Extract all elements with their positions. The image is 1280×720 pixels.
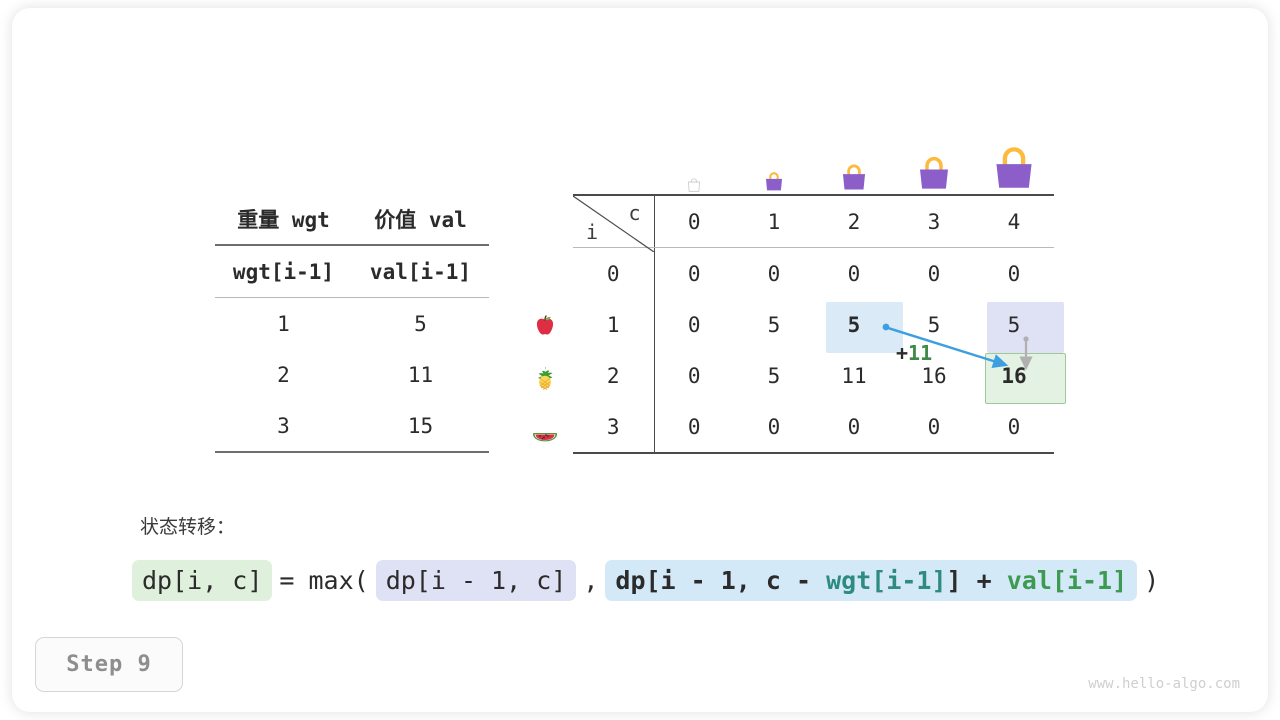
- watermelon-icon: [517, 403, 573, 454]
- item-weight-1: 1: [277, 311, 290, 336]
- dp-cell-0-3: 0: [927, 261, 941, 286]
- dp-cell-3-2: 0: [814, 401, 894, 454]
- formula-max-open: max(: [308, 566, 369, 595]
- formula-comma: ,: [583, 566, 599, 595]
- dp-table: c i 0 1 2 3 4 0 0 0 0 0 0 1 0: [573, 194, 1054, 454]
- dp-cell-1-2: 5: [847, 312, 861, 337]
- gain-amount: 11: [908, 341, 933, 365]
- state-transition-formula: dp[i, c] = max( dp[i - 1, c] , dp[i - 1,…: [132, 560, 1166, 601]
- dp-cell-2-0: 0: [687, 363, 701, 388]
- formula-arg-skip: dp[i - 1, c]: [375, 560, 577, 601]
- dp-corner-col-label: c: [628, 201, 641, 225]
- dp-cell-2-3: 16: [921, 363, 947, 388]
- dp-cell-1-0: 0: [687, 312, 701, 337]
- item-weight-2: 2: [277, 362, 290, 387]
- dp-cell-2-1: 5: [767, 363, 781, 388]
- item-value-2: 11: [407, 362, 434, 387]
- dp-header-row: c i 0 1 2 3 4: [573, 194, 1054, 252]
- bag-icon-1: [734, 136, 814, 194]
- items-table-subheader-row: wgt[i-1] val[i-1]: [215, 245, 489, 298]
- dp-capacity-header-2: 2: [814, 194, 894, 248]
- item-weight-3: 3: [215, 400, 352, 453]
- table-row: 1 5: [215, 298, 489, 350]
- site-watermark: www.hello-algo.com: [1088, 676, 1240, 692]
- formula-arg-take-mid: ] +: [946, 566, 1007, 595]
- items-header-value: 价值 val: [352, 193, 489, 246]
- dp-cell-1-3: 5: [927, 312, 941, 337]
- dp-capacity-header-3: 3: [894, 194, 974, 248]
- dp-cell-3-3: 0: [894, 401, 974, 454]
- dp-corner-row-label: i: [586, 220, 599, 244]
- table-row: 2 0 5 11 16 16: [573, 350, 1054, 401]
- bag-icon-2: [814, 136, 894, 194]
- items-subheader-val: val[i-1]: [352, 245, 489, 298]
- dp-cell-3-0: 0: [654, 401, 734, 454]
- bag-icon-0: [654, 136, 734, 194]
- dp-row-index-2: 2: [573, 350, 655, 401]
- dp-row-index-1: 1: [573, 299, 655, 350]
- formula-equals: =: [279, 566, 295, 595]
- dp-cell-0-0: 0: [687, 261, 701, 286]
- dp-row-index-0: 0: [573, 247, 655, 299]
- bag-icon-4: [974, 136, 1054, 194]
- dp-capacity-header-4: 4: [974, 194, 1054, 248]
- dp-cell-1-1: 5: [767, 312, 781, 337]
- dp-cell-0-4: 0: [1007, 261, 1021, 286]
- apple-icon: [517, 301, 573, 352]
- table-row: 2 11: [215, 349, 489, 400]
- capacity-bag-icons: [573, 136, 1054, 194]
- dp-row-index-3: 3: [573, 401, 655, 454]
- table-row: 0 0 0 0 0 0: [573, 247, 1054, 299]
- formula-token-wgt: wgt[i-1]: [826, 566, 947, 595]
- slide-canvas: 重量 wgt 价值 val wgt[i-1] val[i-1] 1 5 2 11…: [12, 8, 1268, 712]
- items-header-weight: 重量 wgt: [215, 193, 352, 246]
- dp-cell-2-2: 11: [841, 363, 867, 388]
- dp-capacity-header-0: 0: [654, 194, 734, 248]
- dp-cell-1-4: 5: [1007, 312, 1021, 337]
- table-row: 3 15: [215, 400, 489, 453]
- gain-annotation: +11: [896, 341, 932, 365]
- dp-cell-0-1: 0: [767, 261, 781, 286]
- bag-icon-3: [894, 136, 974, 194]
- dp-corner-cell: c i: [573, 194, 655, 252]
- items-table-header-row: 重量 wgt 价值 val: [215, 193, 489, 246]
- item-value-3: 15: [352, 400, 489, 453]
- table-row: 3 0 0 0 0 0: [573, 401, 1054, 454]
- items-table: 重量 wgt 价值 val wgt[i-1] val[i-1] 1 5 2 11…: [215, 193, 489, 453]
- formula-arg-take: dp[i - 1, c - wgt[i-1]] + val[i-1]: [605, 560, 1138, 601]
- pineapple-icon: [517, 352, 573, 403]
- dp-cell-0-2: 0: [847, 261, 861, 286]
- transition-arrows: [882, 323, 1033, 371]
- formula-lhs: dp[i, c]: [132, 560, 273, 601]
- dp-cell-3-4: 0: [974, 401, 1054, 454]
- gain-sign: +: [896, 341, 909, 365]
- formula-arg-take-prefix: dp[i - 1, c -: [615, 566, 827, 595]
- step-badge: Step 9: [35, 637, 183, 692]
- item-value-1: 5: [414, 311, 427, 336]
- formula-close-paren: ): [1144, 566, 1160, 595]
- dp-capacity-header-1: 1: [734, 194, 814, 248]
- table-row: 1 0 5 5 5 5: [573, 299, 1054, 350]
- formula-token-val: val[i-1]: [1006, 566, 1128, 595]
- item-icons-column: [517, 301, 573, 454]
- items-subheader-wgt: wgt[i-1]: [215, 245, 352, 298]
- section-caption: 状态转移：: [140, 516, 236, 538]
- dp-cell-3-1: 0: [734, 401, 814, 454]
